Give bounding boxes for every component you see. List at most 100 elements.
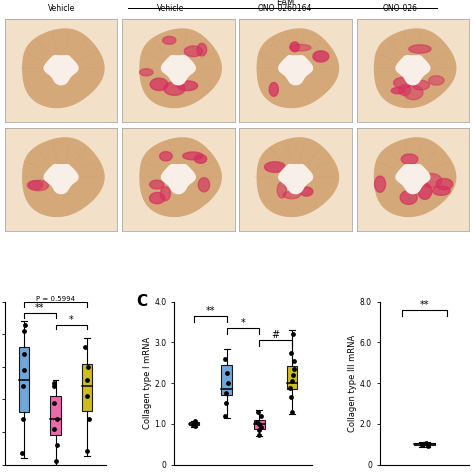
Bar — [18, 347, 29, 412]
Text: *: * — [69, 315, 74, 325]
Point — [191, 422, 199, 430]
Polygon shape — [391, 88, 404, 94]
Bar — [189, 422, 199, 425]
Polygon shape — [162, 56, 195, 85]
Polygon shape — [313, 51, 329, 62]
Polygon shape — [264, 162, 285, 173]
Point — [287, 393, 294, 401]
Point — [51, 379, 58, 387]
Point — [289, 408, 296, 415]
Text: **: ** — [35, 303, 45, 313]
Polygon shape — [269, 82, 278, 96]
Point — [255, 431, 263, 439]
Text: C: C — [136, 293, 147, 309]
Polygon shape — [413, 80, 429, 90]
Polygon shape — [164, 82, 185, 95]
Point — [254, 418, 261, 426]
Point — [20, 350, 28, 357]
Point — [288, 349, 295, 356]
Polygon shape — [44, 56, 78, 85]
Point — [222, 390, 229, 397]
Polygon shape — [399, 85, 410, 95]
Polygon shape — [150, 180, 164, 189]
Polygon shape — [23, 138, 104, 217]
Point — [18, 449, 26, 457]
Polygon shape — [44, 164, 78, 193]
Point — [189, 421, 197, 428]
Point — [423, 440, 430, 447]
Point — [255, 426, 262, 434]
Polygon shape — [374, 29, 456, 108]
Polygon shape — [184, 46, 202, 56]
Polygon shape — [163, 36, 176, 44]
Point — [422, 439, 430, 447]
Polygon shape — [257, 29, 338, 108]
Point — [419, 441, 426, 449]
Polygon shape — [393, 77, 412, 88]
Point — [191, 419, 199, 427]
Text: Vehicle: Vehicle — [157, 4, 184, 13]
Bar — [254, 420, 264, 428]
Polygon shape — [140, 69, 153, 76]
Polygon shape — [197, 43, 207, 56]
Polygon shape — [194, 155, 207, 164]
Point — [255, 408, 262, 415]
Bar — [287, 366, 297, 389]
Polygon shape — [279, 164, 312, 193]
Point — [20, 366, 27, 374]
Polygon shape — [277, 182, 286, 198]
Polygon shape — [149, 192, 165, 204]
Polygon shape — [300, 187, 313, 196]
Point — [83, 376, 91, 383]
Y-axis label: Collagen type I mRNA: Collagen type I mRNA — [143, 337, 152, 429]
Point — [19, 415, 27, 423]
Polygon shape — [257, 138, 338, 217]
Point — [289, 371, 297, 379]
Text: ONO-026: ONO-026 — [383, 4, 418, 13]
Point — [257, 423, 264, 430]
Polygon shape — [283, 191, 300, 199]
Y-axis label: Collagen type III mRNA: Collagen type III mRNA — [348, 335, 357, 432]
Bar — [82, 364, 92, 411]
Point — [223, 369, 231, 377]
Point — [290, 357, 297, 365]
Text: ONO-0260164: ONO-0260164 — [257, 4, 311, 13]
Bar — [414, 443, 435, 446]
Polygon shape — [374, 138, 456, 217]
Point — [221, 355, 229, 363]
Polygon shape — [396, 164, 430, 193]
Point — [20, 327, 27, 335]
Polygon shape — [428, 76, 444, 85]
Point — [290, 330, 297, 338]
Polygon shape — [183, 152, 203, 160]
Point — [288, 377, 296, 385]
Point — [83, 392, 91, 400]
Point — [53, 415, 61, 423]
Point — [83, 448, 91, 456]
Point — [50, 383, 58, 390]
Bar — [50, 396, 61, 435]
Text: P = 0.5994: P = 0.5994 — [36, 296, 75, 302]
Point — [222, 400, 229, 407]
Point — [19, 383, 27, 390]
Text: #: # — [272, 330, 280, 340]
Point — [85, 415, 93, 423]
Polygon shape — [418, 183, 432, 200]
Point — [255, 420, 263, 428]
Polygon shape — [140, 138, 221, 217]
Polygon shape — [421, 173, 442, 188]
Point — [191, 418, 199, 425]
Polygon shape — [409, 45, 431, 53]
Point — [82, 344, 89, 351]
Polygon shape — [23, 29, 104, 108]
Point — [21, 321, 28, 328]
Bar — [221, 365, 232, 395]
Text: EAM: EAM — [276, 0, 295, 7]
Polygon shape — [160, 187, 170, 201]
Point — [53, 441, 61, 449]
Point — [53, 457, 60, 465]
Polygon shape — [401, 154, 418, 164]
Point — [50, 399, 58, 406]
Polygon shape — [400, 191, 417, 204]
Point — [221, 412, 229, 419]
